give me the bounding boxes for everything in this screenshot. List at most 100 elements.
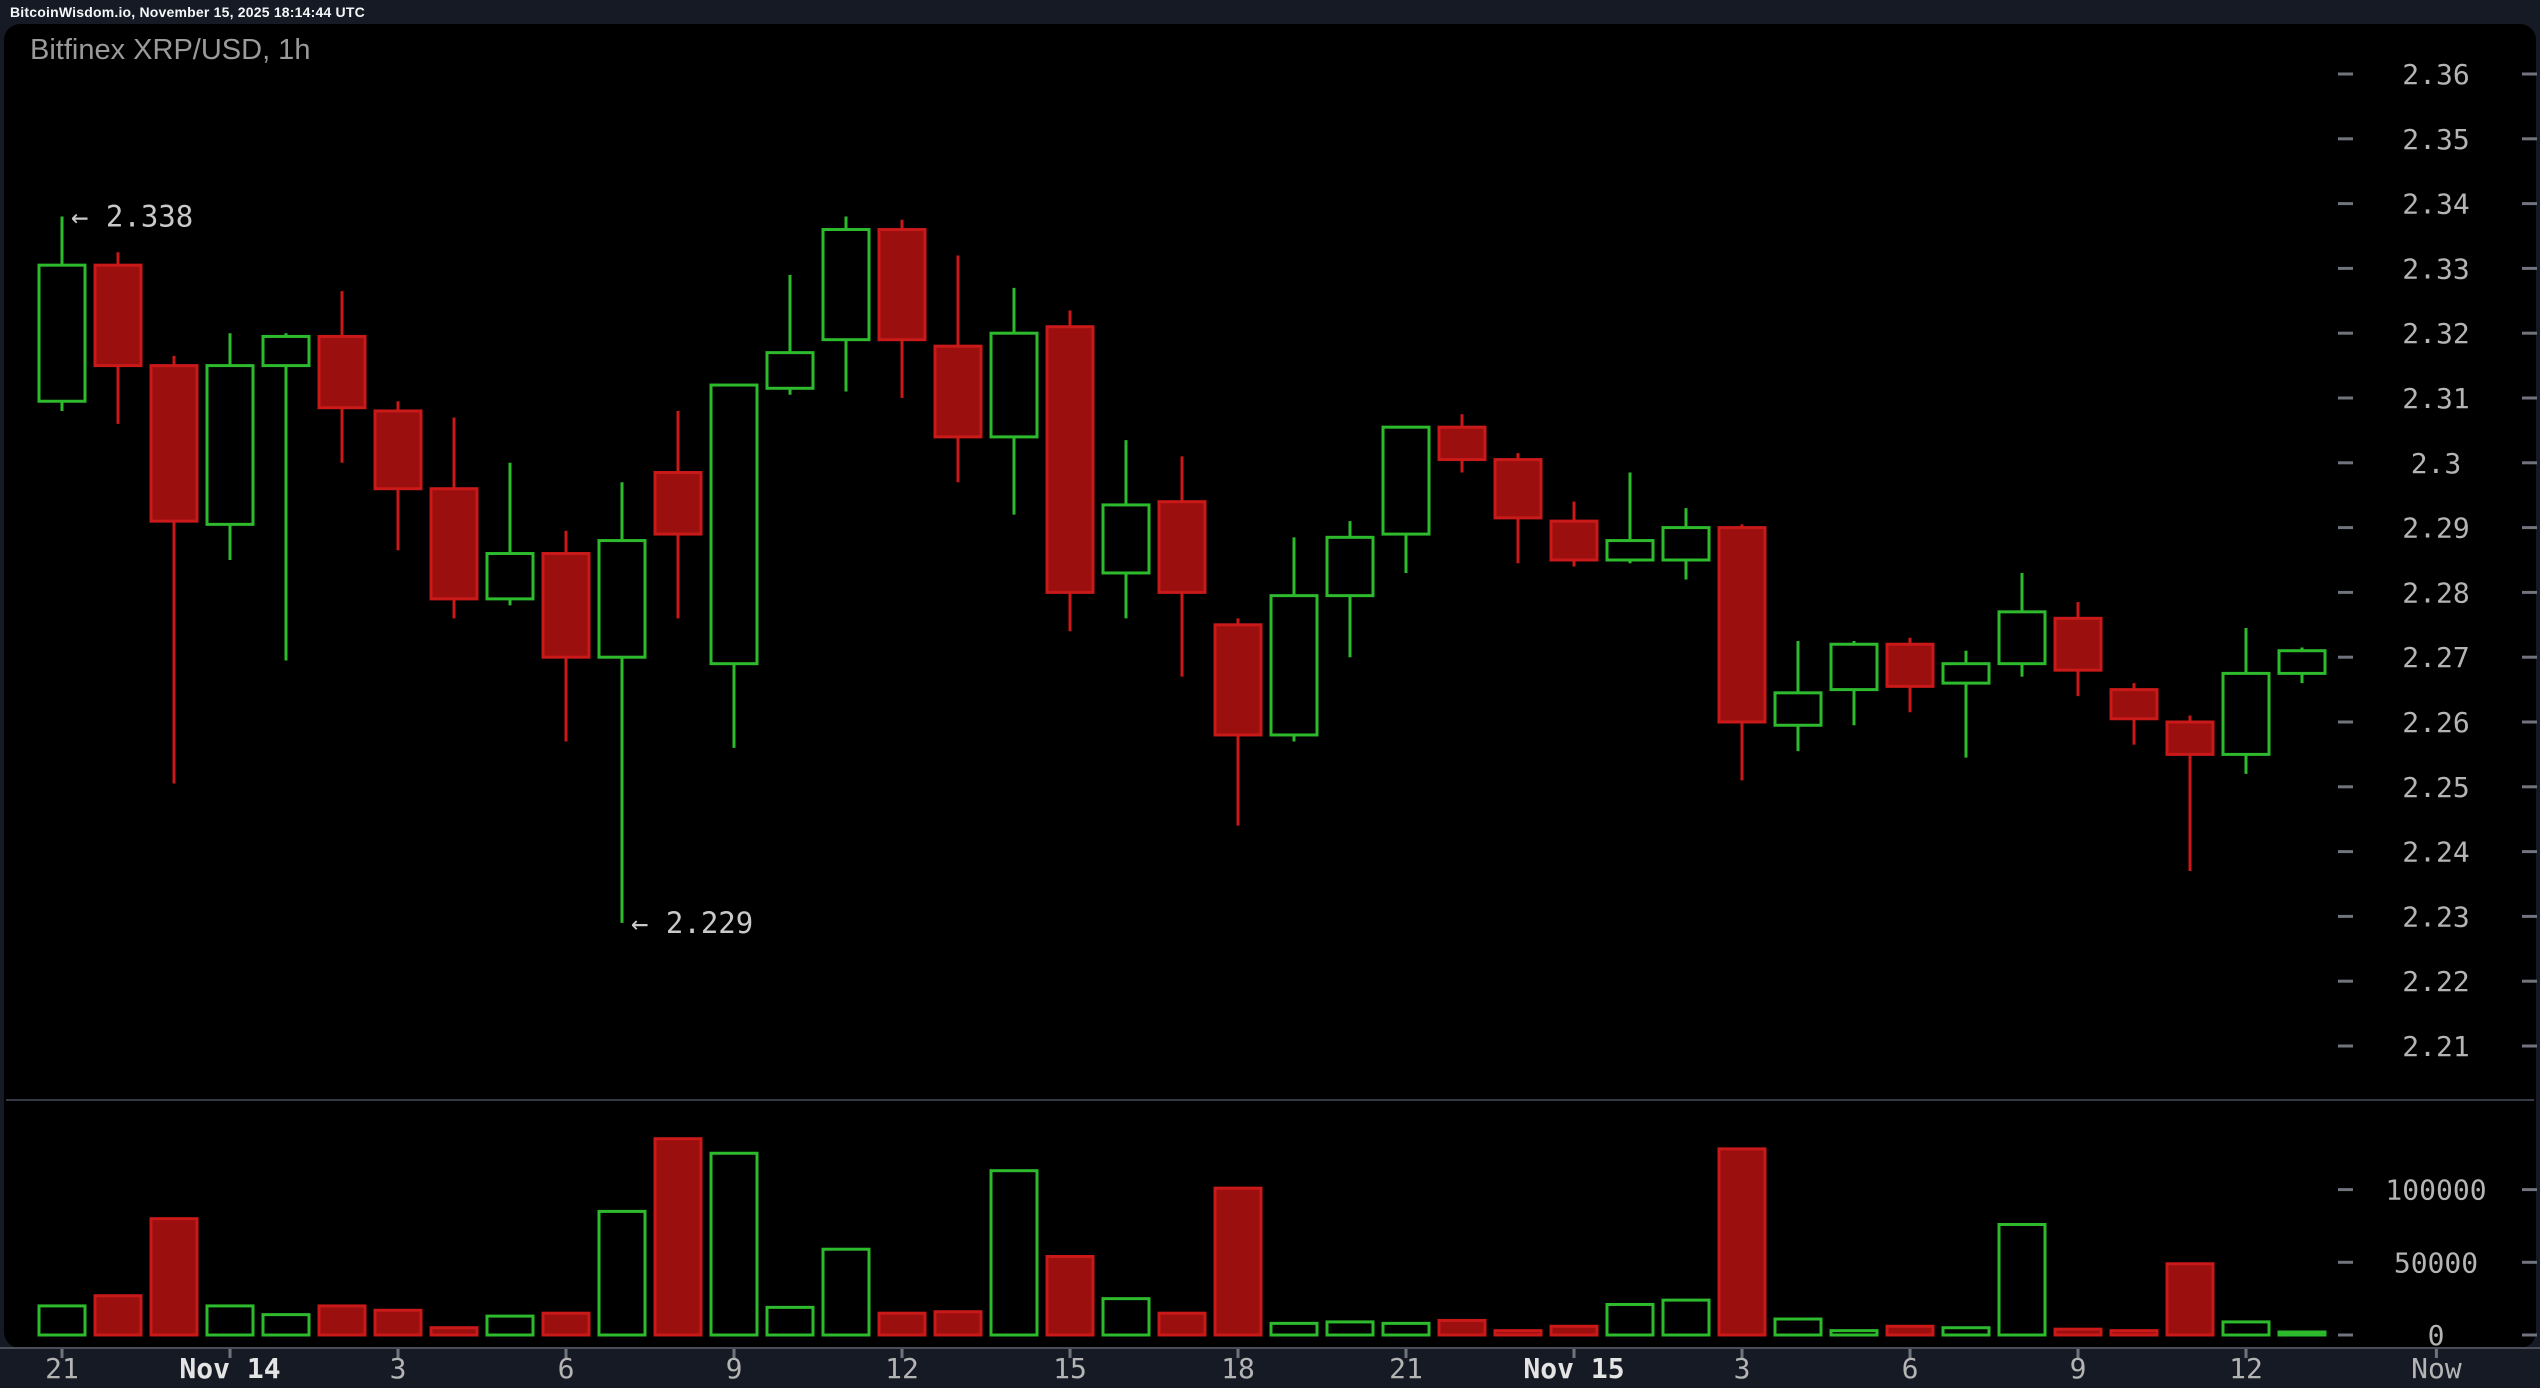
volume-bar — [1437, 1318, 1487, 1337]
volume-bar — [37, 1304, 87, 1337]
price-tick-dash-right — [2522, 785, 2537, 789]
candle-body — [1437, 425, 1487, 462]
price-tick-dash-left — [2338, 979, 2353, 983]
volume-bar — [877, 1311, 927, 1337]
time-tick-label: 3 — [390, 1352, 407, 1385]
volume-bar — [485, 1314, 535, 1337]
time-tick-label: 3 — [1734, 1352, 1751, 1385]
price-tick-label: 2.26 — [2402, 706, 2469, 739]
volume-bar — [597, 1209, 647, 1337]
time-tick-mark — [60, 1349, 64, 1358]
price-tick-label: 2.29 — [2402, 512, 2469, 545]
price-tick-dash-right — [2522, 202, 2537, 206]
candle-body — [877, 228, 927, 342]
price-tick-label: 2.36 — [2402, 58, 2469, 91]
candle-body — [541, 552, 591, 659]
candle-body — [1269, 594, 1319, 737]
volume-bar — [2165, 1262, 2215, 1337]
price-tick-label: 2.34 — [2402, 188, 2469, 221]
candle-body — [2165, 720, 2215, 756]
time-tick-mark — [1068, 1349, 1072, 1358]
price-tick-dash-left — [2338, 720, 2353, 724]
candle-body — [933, 344, 983, 439]
time-tick-label: 9 — [726, 1352, 743, 1385]
candle-body — [989, 331, 1039, 439]
volume-bar — [1829, 1329, 1879, 1337]
price-tick-dash-right — [2522, 526, 2537, 530]
candle-body — [1661, 526, 1711, 562]
volume-bar — [205, 1304, 255, 1337]
volume-bar — [653, 1137, 703, 1337]
time-tick-mark — [1236, 1349, 1240, 1358]
candle-body — [373, 409, 423, 491]
price-tick-dash-left — [2338, 850, 2353, 854]
candle-body — [317, 334, 367, 410]
candle-body — [37, 263, 87, 403]
volume-tick-dash-right — [2522, 1333, 2537, 1337]
volume-bar — [1381, 1321, 1431, 1337]
time-tick-mark — [2076, 1349, 2080, 1358]
volume-bar — [1885, 1324, 1935, 1337]
volume-bar — [2109, 1329, 2159, 1337]
volume-bar — [1941, 1326, 1991, 1337]
volume-tick-dash-left — [2338, 1333, 2353, 1337]
price-tick-dash-right — [2522, 72, 2537, 76]
volume-bar — [1157, 1311, 1207, 1337]
volume-tick-label: 0 — [2428, 1319, 2445, 1352]
price-tick-dash-left — [2338, 396, 2353, 400]
price-tick-dash-right — [2522, 461, 2537, 465]
candle-body — [1157, 500, 1207, 594]
volume-bar — [1661, 1298, 1711, 1337]
volume-bar — [1101, 1297, 1151, 1337]
volume-tick-dash-right — [2522, 1188, 2537, 1192]
time-tick-label: 6 — [1902, 1352, 1919, 1385]
candle-body — [1605, 539, 1655, 562]
candle-body — [1101, 503, 1151, 575]
time-tick-mark — [396, 1349, 400, 1358]
time-tick-mark — [1740, 1349, 1744, 1358]
candle-body — [1381, 425, 1431, 536]
time-tick-label: 6 — [558, 1352, 575, 1385]
time-tick-mark — [732, 1349, 736, 1358]
volume-bar — [317, 1304, 367, 1337]
candle-body — [1325, 535, 1375, 598]
price-tick-label: 2.25 — [2402, 771, 2469, 804]
candle-body — [1829, 642, 1879, 692]
price-tick-label: 2.24 — [2402, 836, 2469, 869]
candle-body — [1773, 691, 1823, 727]
candle-body — [1213, 623, 1263, 737]
price-tick-label: 2.3 — [2411, 447, 2462, 480]
time-tick-mark — [2434, 1349, 2438, 1358]
price-tick-label: 2.28 — [2402, 576, 2469, 609]
price-tick-dash-left — [2338, 914, 2353, 918]
volume-bar — [709, 1151, 759, 1337]
candle-body — [2221, 671, 2271, 756]
volume-bar — [1493, 1329, 1543, 1337]
price-tick-label: 2.35 — [2402, 123, 2469, 156]
candle-body — [597, 539, 647, 659]
price-tick-dash-right — [2522, 1044, 2537, 1048]
volume-bar — [93, 1294, 143, 1337]
status-bar: BitcoinWisdom.io, November 15, 2025 18:1… — [0, 0, 2540, 24]
candle-body — [765, 351, 815, 390]
price-tick-dash-right — [2522, 266, 2537, 270]
price-tick-dash-right — [2522, 331, 2537, 335]
volume-tick-dash-right — [2522, 1260, 2537, 1264]
price-tick-dash-left — [2338, 590, 2353, 594]
candle-body — [1549, 519, 1599, 562]
time-tick-label: Nov 15 — [1523, 1352, 1624, 1385]
time-tick-mark — [228, 1349, 232, 1358]
price-tick-dash-right — [2522, 137, 2537, 141]
price-tick-dash-right — [2522, 850, 2537, 854]
price-tick-dash-right — [2522, 914, 2537, 918]
price-tick-dash-right — [2522, 590, 2537, 594]
volume-bar — [373, 1308, 423, 1337]
price-tick-label: 2.27 — [2402, 641, 2469, 674]
volume-bar — [1325, 1320, 1375, 1337]
volume-bar — [2053, 1327, 2103, 1337]
volume-bar — [2221, 1320, 2271, 1337]
price-tick-label: 2.22 — [2402, 965, 2469, 998]
candle-body — [821, 228, 871, 342]
